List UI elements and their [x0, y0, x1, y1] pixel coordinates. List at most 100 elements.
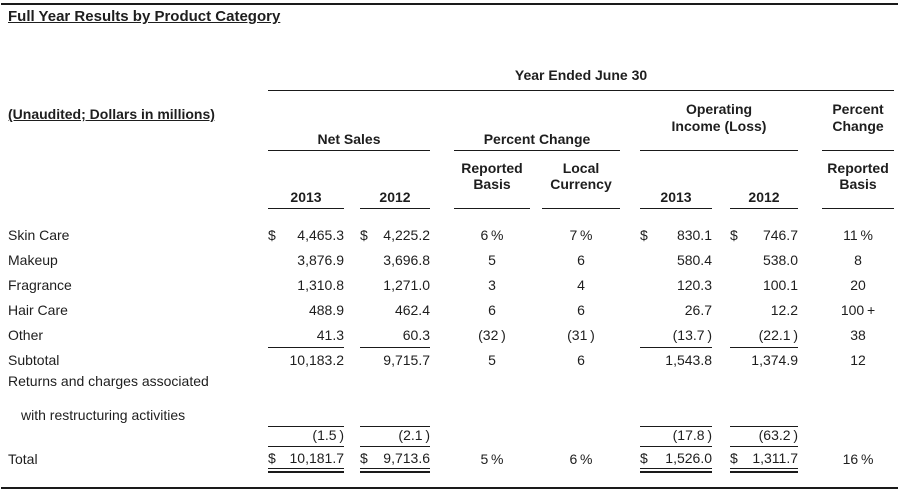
cell-oi-2013: 120.3: [676, 277, 712, 293]
unaudited-note-cell: (Unaudited; Dollars in millions): [8, 90, 268, 150]
table-row-restructuring: with restructuring activities: [8, 404, 894, 426]
cell-pc-reported: 3: [488, 277, 496, 293]
cell-net-sales-2013: 3,876.9: [297, 252, 344, 268]
row-label: Subtotal: [8, 352, 60, 368]
row-label: Other: [8, 327, 44, 343]
group-header-operating-income: Operating Income (Loss): [640, 90, 798, 151]
bottom-rule: [1, 487, 898, 489]
row-label: Hair Care: [8, 302, 68, 318]
year-ended-header: Year Ended June 30: [268, 60, 895, 91]
cell-net-sales-2012: 9,715.7: [383, 352, 430, 368]
cell-net-sales-2012: (2.1 ): [360, 425, 430, 447]
cell-net-sales-2013-total: $10,181.7: [268, 446, 344, 473]
table-row: Year Ended June 30: [8, 60, 895, 91]
top-rule: [1, 3, 898, 5]
cell-pc-reported-total: 5 %: [480, 451, 504, 467]
gap: [712, 150, 730, 208]
cell-pc2-reported: 12: [850, 352, 866, 368]
cell-pc2-reported: 20: [850, 277, 866, 293]
table-row-skin-care: Skin Care $4,465.3 $4,225.2 6 % 7 % $830…: [8, 208, 894, 247]
column-header-net-sales-2013: 2013: [268, 150, 344, 209]
table-row-other: Other 41.3 60.3 (32 ) (31 ) (13.7 ) (22.…: [8, 322, 894, 348]
cell-pc-reported: 5: [488, 252, 496, 268]
gap: [530, 150, 542, 208]
cell-net-sales-2012: $4,225.2: [360, 227, 430, 243]
gap: [798, 90, 822, 150]
cell-oi-2013: $830.1: [640, 227, 712, 243]
column-header-local-currency: Local Currency: [542, 150, 620, 209]
row-label: Total: [8, 451, 38, 467]
gap: [430, 90, 454, 150]
cell-pc-local: 6: [577, 352, 585, 368]
cell-net-sales-2013: 1,310.8: [297, 277, 344, 293]
cell-oi-2013: 580.4: [676, 252, 712, 268]
table-row-fragrance: Fragrance 1,310.8 1,271.0 3 4 120.3 100.…: [8, 272, 894, 297]
spacer-row: [8, 391, 894, 404]
cell-oi-2012: 100.1: [762, 277, 798, 293]
cell-oi-2013: 1,543.8: [665, 352, 712, 368]
cell-pc-reported: 6 %: [480, 227, 504, 243]
column-header-pc-reported-basis: Reported Basis: [822, 150, 895, 209]
cell-oi-2012: 12.2: [770, 302, 798, 318]
cell-pc-reported: 5: [488, 352, 496, 368]
gap: [620, 150, 640, 208]
table-row-subtotal: Subtotal 10,183.2 9,715.7 5 6 1,543.8 1,…: [8, 347, 894, 372]
cell-oi-2013: (17.8 ): [640, 425, 712, 447]
column-header-net-sales-2012: 2012: [360, 150, 430, 209]
table-row-returns: Returns and charges associated: [8, 372, 894, 391]
cell-net-sales-2012: 60.3: [360, 322, 430, 348]
cell-oi-2012: (22.1 ): [730, 322, 798, 348]
cell-net-sales-2012: 3,696.8: [383, 252, 430, 268]
group-header-net-sales: Net Sales: [268, 90, 430, 151]
table-row: 2013 2012 Reported Basis Local Currency 20…: [8, 150, 895, 209]
cell-pc-local: (31 ): [567, 327, 595, 343]
cell-net-sales-2012: 462.4: [394, 302, 430, 318]
row-label: with restructuring activities: [21, 407, 186, 423]
column-header-oi-2012: 2012: [730, 150, 798, 209]
row-label: Fragrance: [8, 277, 72, 293]
results-table: Year Ended June 30 (Unaudited; Dollars i…: [8, 60, 895, 473]
page-title: Full Year Results by Product Category: [8, 8, 281, 25]
cell-oi-2012: 538.0: [762, 252, 798, 268]
group-header-percent-change: Percent Change: [454, 90, 620, 151]
cell-pc2-reported: 100 +: [840, 302, 876, 318]
column-header-reported-basis: Reported Basis: [454, 150, 530, 209]
table-row-adjustment-values: (1.5 ) (2.1 ) (17.8 ) (63.2 ): [8, 425, 894, 447]
cell-oi-2012: 1,374.9: [751, 352, 798, 368]
cell-pc2-reported: 38: [850, 327, 866, 343]
column-header-oi-2013: 2013: [640, 150, 712, 209]
cell-pc-local: 6: [577, 252, 585, 268]
cell-oi-2012-total: $1,311.7: [730, 446, 798, 473]
row-label: Makeup: [8, 252, 58, 268]
cell-net-sales-2013: 41.3: [268, 322, 344, 348]
cell-net-sales-2013: 488.9: [308, 302, 344, 318]
cell-net-sales-2013: (1.5 ): [268, 425, 344, 447]
gap: [620, 90, 640, 150]
row-label: Returns and charges associated: [8, 373, 209, 389]
gap: [430, 150, 454, 208]
cell-oi-2013-total: $1,526.0: [640, 446, 712, 473]
table-row-makeup: Makeup 3,876.9 3,696.8 5 6 580.4 538.0 8: [8, 247, 894, 272]
empty-cell: [8, 150, 268, 208]
group-header-percent-change-right: Percent Change: [822, 90, 895, 151]
cell-oi-2013: (13.7 ): [640, 322, 712, 348]
cell-net-sales-2013: 10,183.2: [289, 352, 345, 368]
cell-oi-2013: 26.7: [684, 302, 712, 318]
cell-pc2-reported: 11 %: [843, 227, 873, 243]
row-label: Skin Care: [8, 227, 70, 243]
cell-oi-2012: (63.2 ): [730, 425, 798, 447]
table-row-hair-care: Hair Care 488.9 462.4 6 6 26.7 12.2 100 …: [8, 297, 894, 322]
cell-net-sales-2013: $4,465.3: [268, 227, 344, 243]
cell-oi-2012: $746.7: [730, 227, 798, 243]
cell-pc-local: 6: [577, 302, 585, 318]
cell-pc2-reported-total: 16 %: [842, 451, 874, 467]
gap: [344, 150, 360, 208]
empty-cell: [8, 60, 268, 90]
cell-net-sales-2012: 1,271.0: [383, 277, 430, 293]
cell-pc-reported: (32 ): [478, 327, 506, 343]
cell-net-sales-2012-total: $9,713.6: [360, 446, 430, 473]
unaudited-note: (Unaudited; Dollars in millions): [8, 106, 215, 122]
cell-pc2-reported: 8: [854, 252, 862, 268]
cell-pc-local-total: 6 %: [569, 451, 593, 467]
